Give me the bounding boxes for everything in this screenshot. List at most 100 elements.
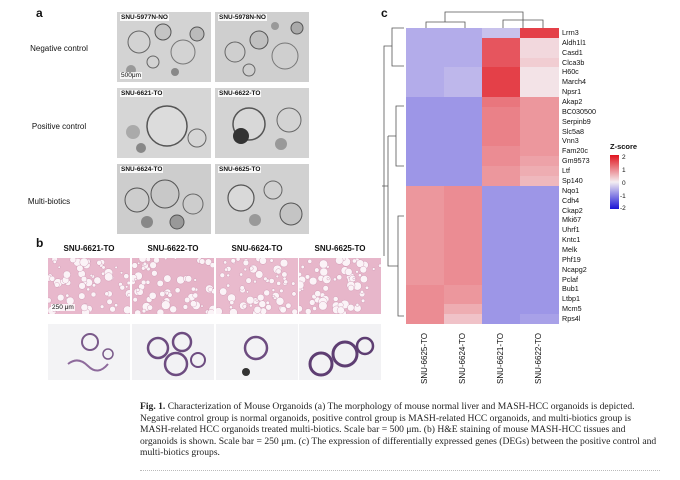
heatmap-cell <box>520 176 559 187</box>
gene-label: Mcm5 <box>562 304 582 314</box>
heatmap-cell <box>406 136 445 147</box>
heatmap-cell <box>520 146 559 157</box>
heatmap-cell <box>444 57 483 68</box>
heatmap-cell <box>520 67 559 78</box>
b-column-label: SNU-6622-TO <box>147 244 199 253</box>
panel-b-letter: b <box>36 236 44 250</box>
heatmap-cell <box>406 274 445 286</box>
heatmap-cell <box>406 37 445 49</box>
gene-label: Ltbp1 <box>562 294 580 304</box>
heatmap-cell <box>406 205 445 216</box>
panel-c-letter: c <box>381 6 388 20</box>
heatmap-cell <box>406 47 445 59</box>
heatmap-cell <box>482 116 521 128</box>
heatmap-cell <box>444 254 483 266</box>
gene-label: Aldh1l1 <box>562 37 586 47</box>
heatmap-cell <box>520 304 559 315</box>
gene-label: Bub1 <box>562 284 579 294</box>
heatmap-cell <box>482 146 521 157</box>
heatmap-cell <box>444 47 483 59</box>
he-organoid-image <box>48 324 130 380</box>
heatmap-cell <box>406 156 445 167</box>
heatmap-cell <box>520 314 559 325</box>
heatmap-cell <box>406 254 445 266</box>
heatmap-cell <box>444 225 483 236</box>
heatmap-cell <box>444 304 483 315</box>
legend-tick: 1 <box>622 167 626 174</box>
heatmap-cell <box>482 235 521 246</box>
he-organoid-image <box>132 324 214 380</box>
heatmap-cell <box>444 284 483 295</box>
heatmap-cell <box>482 57 521 68</box>
heatmap-cell <box>482 97 521 108</box>
heatmap <box>406 28 559 325</box>
heatmap-cell <box>444 245 483 256</box>
gene-label: Vnn3 <box>562 136 579 146</box>
heatmap-cell <box>520 274 559 286</box>
heatmap-cell <box>444 195 483 207</box>
tile-label: SNU-6625-TO <box>218 166 262 173</box>
gene-label: Melk <box>562 245 578 254</box>
gene-label: Sp140 <box>562 175 583 185</box>
gene-label: Mki67 <box>562 215 582 225</box>
gene-label: March4 <box>562 77 586 87</box>
heatmap-cell <box>444 274 483 286</box>
panel-a-letter: a <box>36 6 43 20</box>
heatmap-cell <box>444 205 483 216</box>
heatmap-cell <box>444 185 483 197</box>
tile-label: SNU-5978N-NO <box>218 14 267 21</box>
organoid-image: SNU-6622-TO <box>215 88 309 158</box>
row-label-positive-control: Positive control <box>31 122 87 131</box>
heatmap-cell <box>444 97 483 108</box>
heatmap-cell <box>406 28 445 39</box>
gene-label: Cdh4 <box>562 195 580 205</box>
he-tissue-image <box>216 258 298 314</box>
heatmap-cell <box>444 106 483 118</box>
caption-text: Characterization of Mouse Organoids (a) … <box>140 401 657 459</box>
heatmap-cell <box>482 245 521 256</box>
heatmap-cell <box>482 215 521 226</box>
heatmap-cell <box>406 97 445 108</box>
heatmap-cell <box>520 136 559 147</box>
heatmap-cell <box>406 67 445 78</box>
heatmap-cell <box>482 264 521 276</box>
heatmap-cell <box>482 28 521 39</box>
gene-label: Slc5a8 <box>562 126 584 136</box>
heatmap-cell <box>520 215 559 226</box>
gene-label: Nqo1 <box>562 185 580 195</box>
heatmap-cell <box>520 37 559 49</box>
heatmap-cell <box>406 87 445 98</box>
heatmap-cell <box>520 294 559 305</box>
legend-tick: -1 <box>620 193 626 200</box>
heatmap-cell <box>444 126 483 138</box>
gene-label: Fam20c <box>562 146 588 156</box>
heatmap-cell <box>520 185 559 197</box>
he-tissue-image: 250 μm <box>48 258 130 314</box>
heatmap-cell <box>406 195 445 207</box>
heatmap-cell <box>406 57 445 68</box>
heatmap-cell <box>406 176 445 187</box>
heatmap-cell <box>482 136 521 147</box>
tile-label: SNU-6621-TO <box>120 90 164 97</box>
heatmap-cell <box>520 126 559 138</box>
heatmap-cell <box>444 77 483 88</box>
heatmap-cell <box>482 47 521 59</box>
heatmap-cell <box>406 235 445 246</box>
heatmap-cell <box>406 245 445 256</box>
heatmap-cell <box>482 185 521 197</box>
legend-tick: 0 <box>622 180 626 187</box>
b-column-label: SNU-6621-TO <box>63 244 115 253</box>
scale-bar-label: 250 μm <box>51 304 75 311</box>
he-organoid-image <box>216 324 298 380</box>
heatmap-cell <box>520 205 559 216</box>
heatmap-cell <box>482 166 521 177</box>
legend-tick: 2 <box>622 154 626 161</box>
heatmap-cell <box>482 106 521 118</box>
organoid-image: SNU-6625-TO <box>215 164 309 234</box>
heatmap-cell <box>482 205 521 216</box>
figure-number: Fig. 1. <box>140 401 166 412</box>
heatmap-cell <box>444 314 483 325</box>
heatmap-cell <box>444 156 483 167</box>
heatmap-cell <box>406 106 445 118</box>
heatmap-cell <box>444 166 483 177</box>
